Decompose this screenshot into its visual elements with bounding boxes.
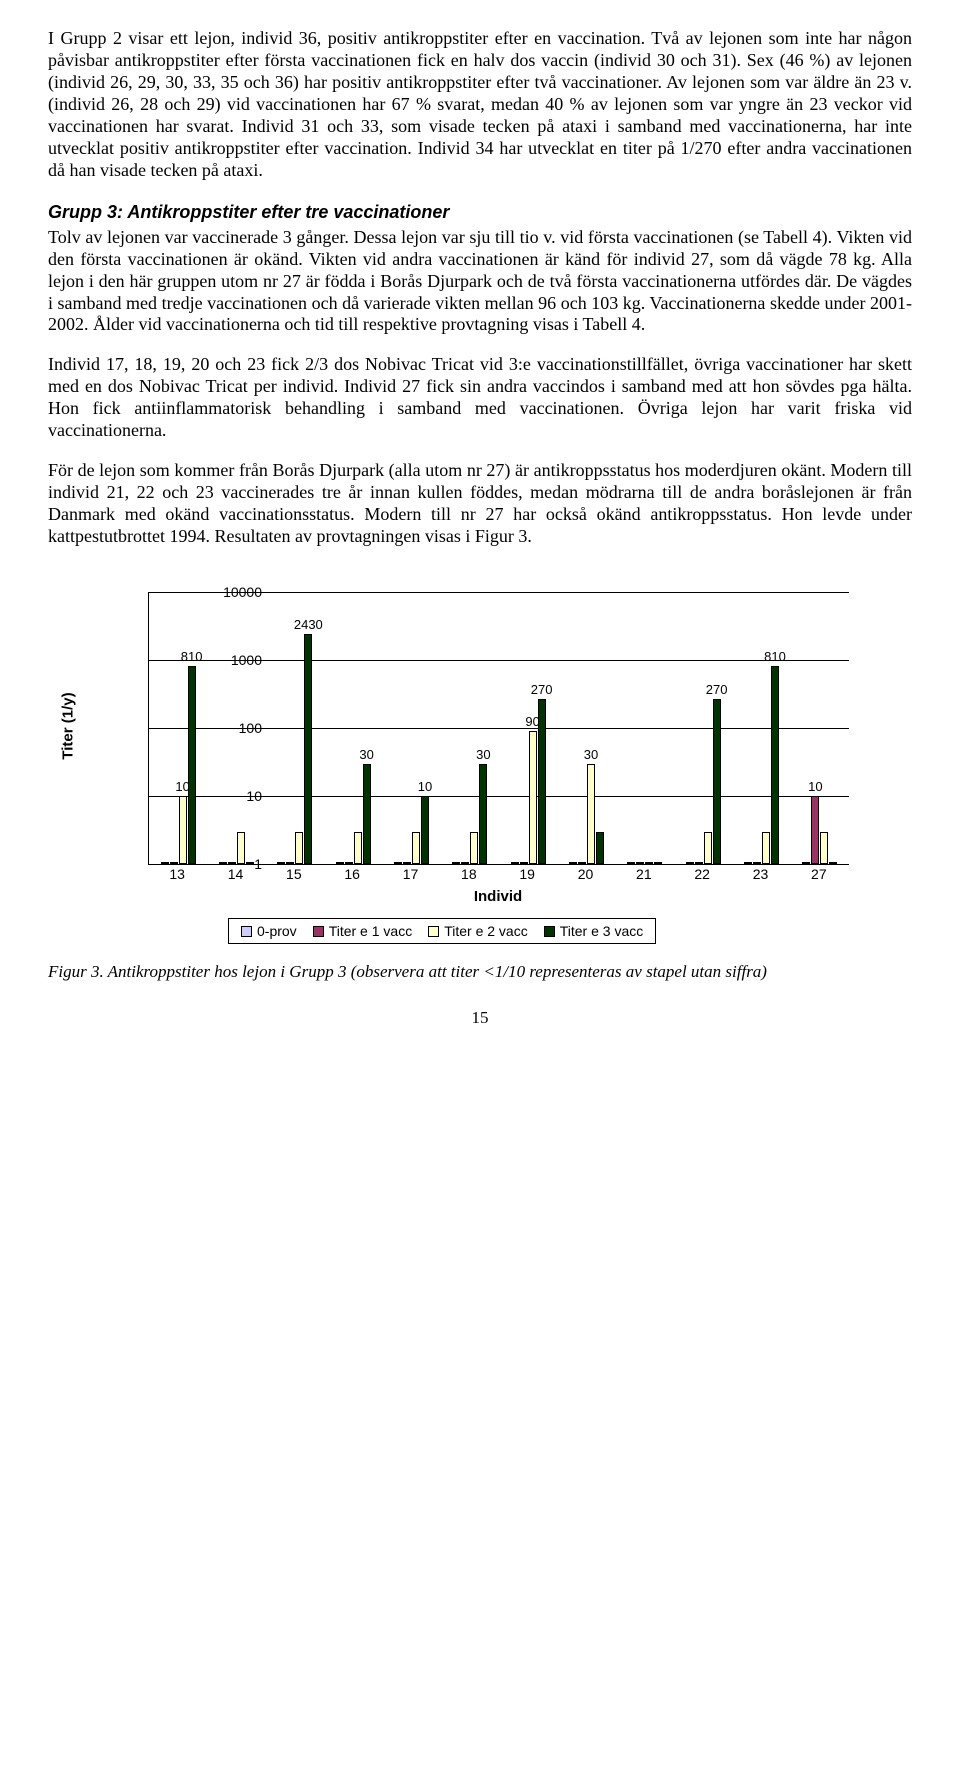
legend-label: 0-prov — [257, 923, 297, 939]
legend-item: Titer e 2 vacc — [428, 923, 528, 939]
bar — [744, 862, 752, 864]
bar-value-label: 30 — [584, 747, 598, 762]
bar — [695, 862, 703, 864]
bar — [771, 666, 779, 864]
x-tick-label: 16 — [344, 866, 360, 882]
paragraph-1: I Grupp 2 visar ett lejon, individ 36, p… — [48, 28, 912, 182]
bar — [345, 862, 353, 864]
bar — [461, 862, 469, 864]
legend-item: Titer e 1 vacc — [313, 923, 413, 939]
bar — [161, 862, 169, 864]
bar — [762, 832, 770, 864]
figure-3-chart: Titer (1/y) 1081024303010309027030270810… — [48, 586, 912, 956]
x-tick-label: 21 — [636, 866, 652, 882]
y-tick-label: 1000 — [182, 652, 262, 668]
bar — [829, 862, 837, 864]
bar-value-label: 2430 — [294, 617, 323, 632]
legend-swatch — [241, 926, 252, 937]
bar — [704, 832, 712, 864]
bar — [412, 832, 420, 864]
bar — [286, 862, 294, 864]
bar — [569, 862, 577, 864]
bar — [363, 764, 371, 864]
bar — [421, 796, 429, 864]
bar — [713, 699, 721, 864]
bar — [403, 862, 411, 864]
y-tick-label: 100 — [182, 720, 262, 736]
legend-label: Titer e 3 vacc — [560, 923, 644, 939]
bar — [304, 634, 312, 864]
legend-swatch — [428, 926, 439, 937]
y-axis-label: Titer (1/y) — [60, 692, 77, 759]
bar-value-label: 10 — [808, 779, 822, 794]
legend-item: 0-prov — [241, 923, 297, 939]
x-tick-label: 19 — [519, 866, 535, 882]
bar — [636, 862, 644, 864]
bar — [587, 764, 595, 864]
bar — [354, 832, 362, 864]
bar — [538, 699, 546, 864]
bar — [578, 862, 586, 864]
page-number: 15 — [48, 1008, 912, 1028]
y-tick-label: 10000 — [182, 584, 262, 600]
x-tick-label: 20 — [578, 866, 594, 882]
legend-label: Titer e 2 vacc — [444, 923, 528, 939]
bar-value-label: 270 — [531, 682, 553, 697]
paragraph-4: För de lejon som kommer från Borås Djurp… — [48, 460, 912, 548]
chart-legend: 0-prov Titer e 1 vacc Titer e 2 vacc Titer … — [228, 918, 656, 944]
bar-value-label: 30 — [359, 747, 373, 762]
paragraph-3: Individ 17, 18, 19, 20 och 23 fick 2/3 d… — [48, 354, 912, 442]
x-tick-label: 15 — [286, 866, 302, 882]
x-tick-label: 22 — [694, 866, 710, 882]
legend-swatch — [544, 926, 555, 937]
section-heading-grupp3: Grupp 3: Antikroppstiter efter tre vacci… — [48, 202, 912, 223]
bar-value-label: 10 — [418, 779, 432, 794]
bar-value-label: 810 — [764, 649, 786, 664]
bar — [753, 862, 761, 864]
bar — [596, 832, 604, 864]
x-tick-label: 23 — [753, 866, 769, 882]
bar — [188, 666, 196, 864]
bar — [802, 862, 810, 864]
bar — [529, 731, 537, 864]
bar — [277, 862, 285, 864]
bar — [686, 862, 694, 864]
bar — [336, 862, 344, 864]
bar-value-label: 30 — [476, 747, 490, 762]
bar — [811, 796, 819, 864]
bar — [170, 862, 178, 864]
legend-swatch — [313, 926, 324, 937]
bar — [654, 862, 662, 864]
bar — [179, 796, 187, 864]
y-tick-label: 10 — [182, 788, 262, 804]
bar — [470, 832, 478, 864]
bar — [394, 862, 402, 864]
bar — [295, 832, 303, 864]
bar — [645, 862, 653, 864]
x-tick-label: 17 — [403, 866, 419, 882]
bar — [511, 862, 519, 864]
bar-value-label: 270 — [706, 682, 728, 697]
legend-item: Titer e 3 vacc — [544, 923, 644, 939]
paragraph-2: Tolv av lejonen var vaccinerade 3 gånger… — [48, 227, 912, 337]
legend-label: Titer e 1 vacc — [329, 923, 413, 939]
bar — [627, 862, 635, 864]
x-tick-label: 27 — [811, 866, 827, 882]
figure-3-caption: Figur 3. Antikroppstiter hos lejon i Gru… — [48, 962, 912, 982]
bar — [479, 764, 487, 864]
bar — [820, 832, 828, 864]
x-axis-label: Individ — [148, 888, 848, 905]
x-tick-label: 18 — [461, 866, 477, 882]
y-tick-label: 1 — [182, 856, 262, 872]
bar — [520, 862, 528, 864]
bar — [452, 862, 460, 864]
